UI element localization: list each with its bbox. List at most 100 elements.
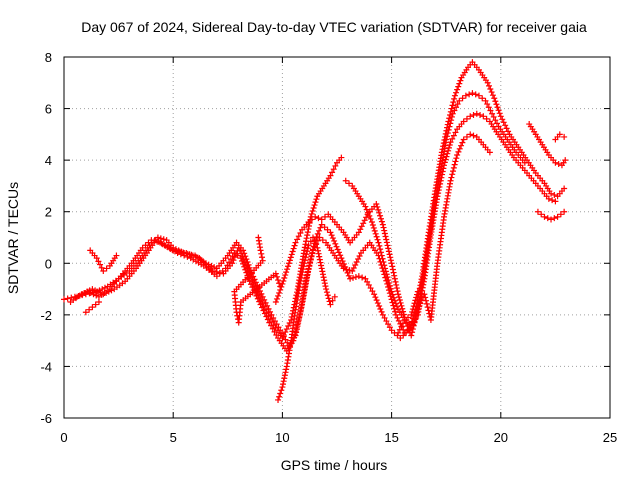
data-point <box>446 123 453 130</box>
data-point <box>154 238 161 245</box>
data-point <box>404 323 411 330</box>
data-point <box>492 117 499 124</box>
data-point <box>373 200 380 207</box>
data-point <box>367 285 374 292</box>
data-point <box>342 177 349 184</box>
data-point <box>381 314 388 321</box>
data-point <box>332 240 339 247</box>
data-point <box>328 232 335 239</box>
data-point <box>316 234 323 241</box>
data-point <box>363 206 370 213</box>
data-point <box>462 92 469 99</box>
data-point <box>305 242 312 249</box>
data-point <box>441 159 448 166</box>
data-point <box>180 249 187 256</box>
data-point <box>463 133 470 140</box>
data-point <box>380 224 387 231</box>
data-point <box>480 113 487 120</box>
data-point <box>193 253 200 260</box>
data-point <box>561 133 568 140</box>
data-point <box>457 77 464 84</box>
data-point <box>494 104 501 111</box>
data-point <box>455 148 462 155</box>
data-point <box>460 136 467 143</box>
data-point <box>281 375 288 382</box>
data-point <box>322 283 329 290</box>
data-point <box>386 282 393 289</box>
data-point <box>365 209 372 216</box>
data-point <box>260 303 267 310</box>
data-point <box>305 266 312 273</box>
data-point <box>285 263 292 270</box>
data-point <box>455 83 462 90</box>
data-point <box>330 166 337 173</box>
data-point <box>98 264 105 271</box>
data-point <box>233 251 240 258</box>
data-point <box>453 155 460 162</box>
data-point <box>374 236 381 243</box>
data-point <box>176 248 183 255</box>
data-point <box>283 269 290 276</box>
data-point <box>562 157 569 164</box>
data-point <box>487 85 494 92</box>
data-point <box>280 378 287 385</box>
data-point <box>61 296 67 303</box>
data-point <box>261 306 268 313</box>
data-point <box>412 297 419 304</box>
data-point <box>358 223 365 230</box>
series-track-10 <box>552 131 568 143</box>
data-point <box>334 246 341 253</box>
data-point <box>183 249 190 256</box>
data-point <box>319 268 326 275</box>
data-point <box>270 314 277 321</box>
data-point <box>76 292 83 299</box>
data-point <box>411 300 418 307</box>
data-point <box>466 91 473 98</box>
data-point <box>285 323 292 330</box>
data-point <box>209 268 216 275</box>
data-point <box>338 154 345 161</box>
data-point <box>561 208 568 215</box>
data-point <box>277 390 284 397</box>
data-point <box>374 203 381 210</box>
data-point <box>372 230 379 237</box>
data-point <box>300 263 307 270</box>
data-point <box>489 92 496 99</box>
data-point <box>259 254 266 261</box>
data-point <box>308 210 315 217</box>
data-point <box>391 297 398 304</box>
data-point <box>258 297 265 304</box>
data-point <box>304 248 311 255</box>
data-point <box>282 369 289 376</box>
data-point <box>236 247 243 254</box>
data-point <box>235 244 242 251</box>
data-point <box>357 226 364 233</box>
data-point <box>414 288 421 295</box>
data-point <box>365 281 372 288</box>
data-point <box>450 164 457 171</box>
data-point <box>271 318 278 325</box>
data-point <box>297 277 304 284</box>
data-point <box>216 269 223 276</box>
data-point <box>389 291 396 298</box>
data-point <box>377 246 384 253</box>
data-point <box>484 79 491 86</box>
data-point <box>362 275 369 282</box>
data-point <box>449 135 456 142</box>
data-point <box>248 281 255 288</box>
data-point <box>276 393 283 400</box>
data-point <box>486 149 493 156</box>
data-point <box>173 248 180 255</box>
data-point <box>364 278 371 285</box>
data-point <box>327 301 334 308</box>
data-point <box>349 268 356 275</box>
data-point <box>303 251 310 258</box>
data-point <box>64 295 71 302</box>
data-point <box>213 268 220 275</box>
data-point <box>444 150 451 157</box>
data-point <box>382 268 389 275</box>
data-point <box>401 317 408 324</box>
data-point <box>312 213 319 220</box>
data-point <box>314 247 321 254</box>
data-point <box>475 92 482 99</box>
